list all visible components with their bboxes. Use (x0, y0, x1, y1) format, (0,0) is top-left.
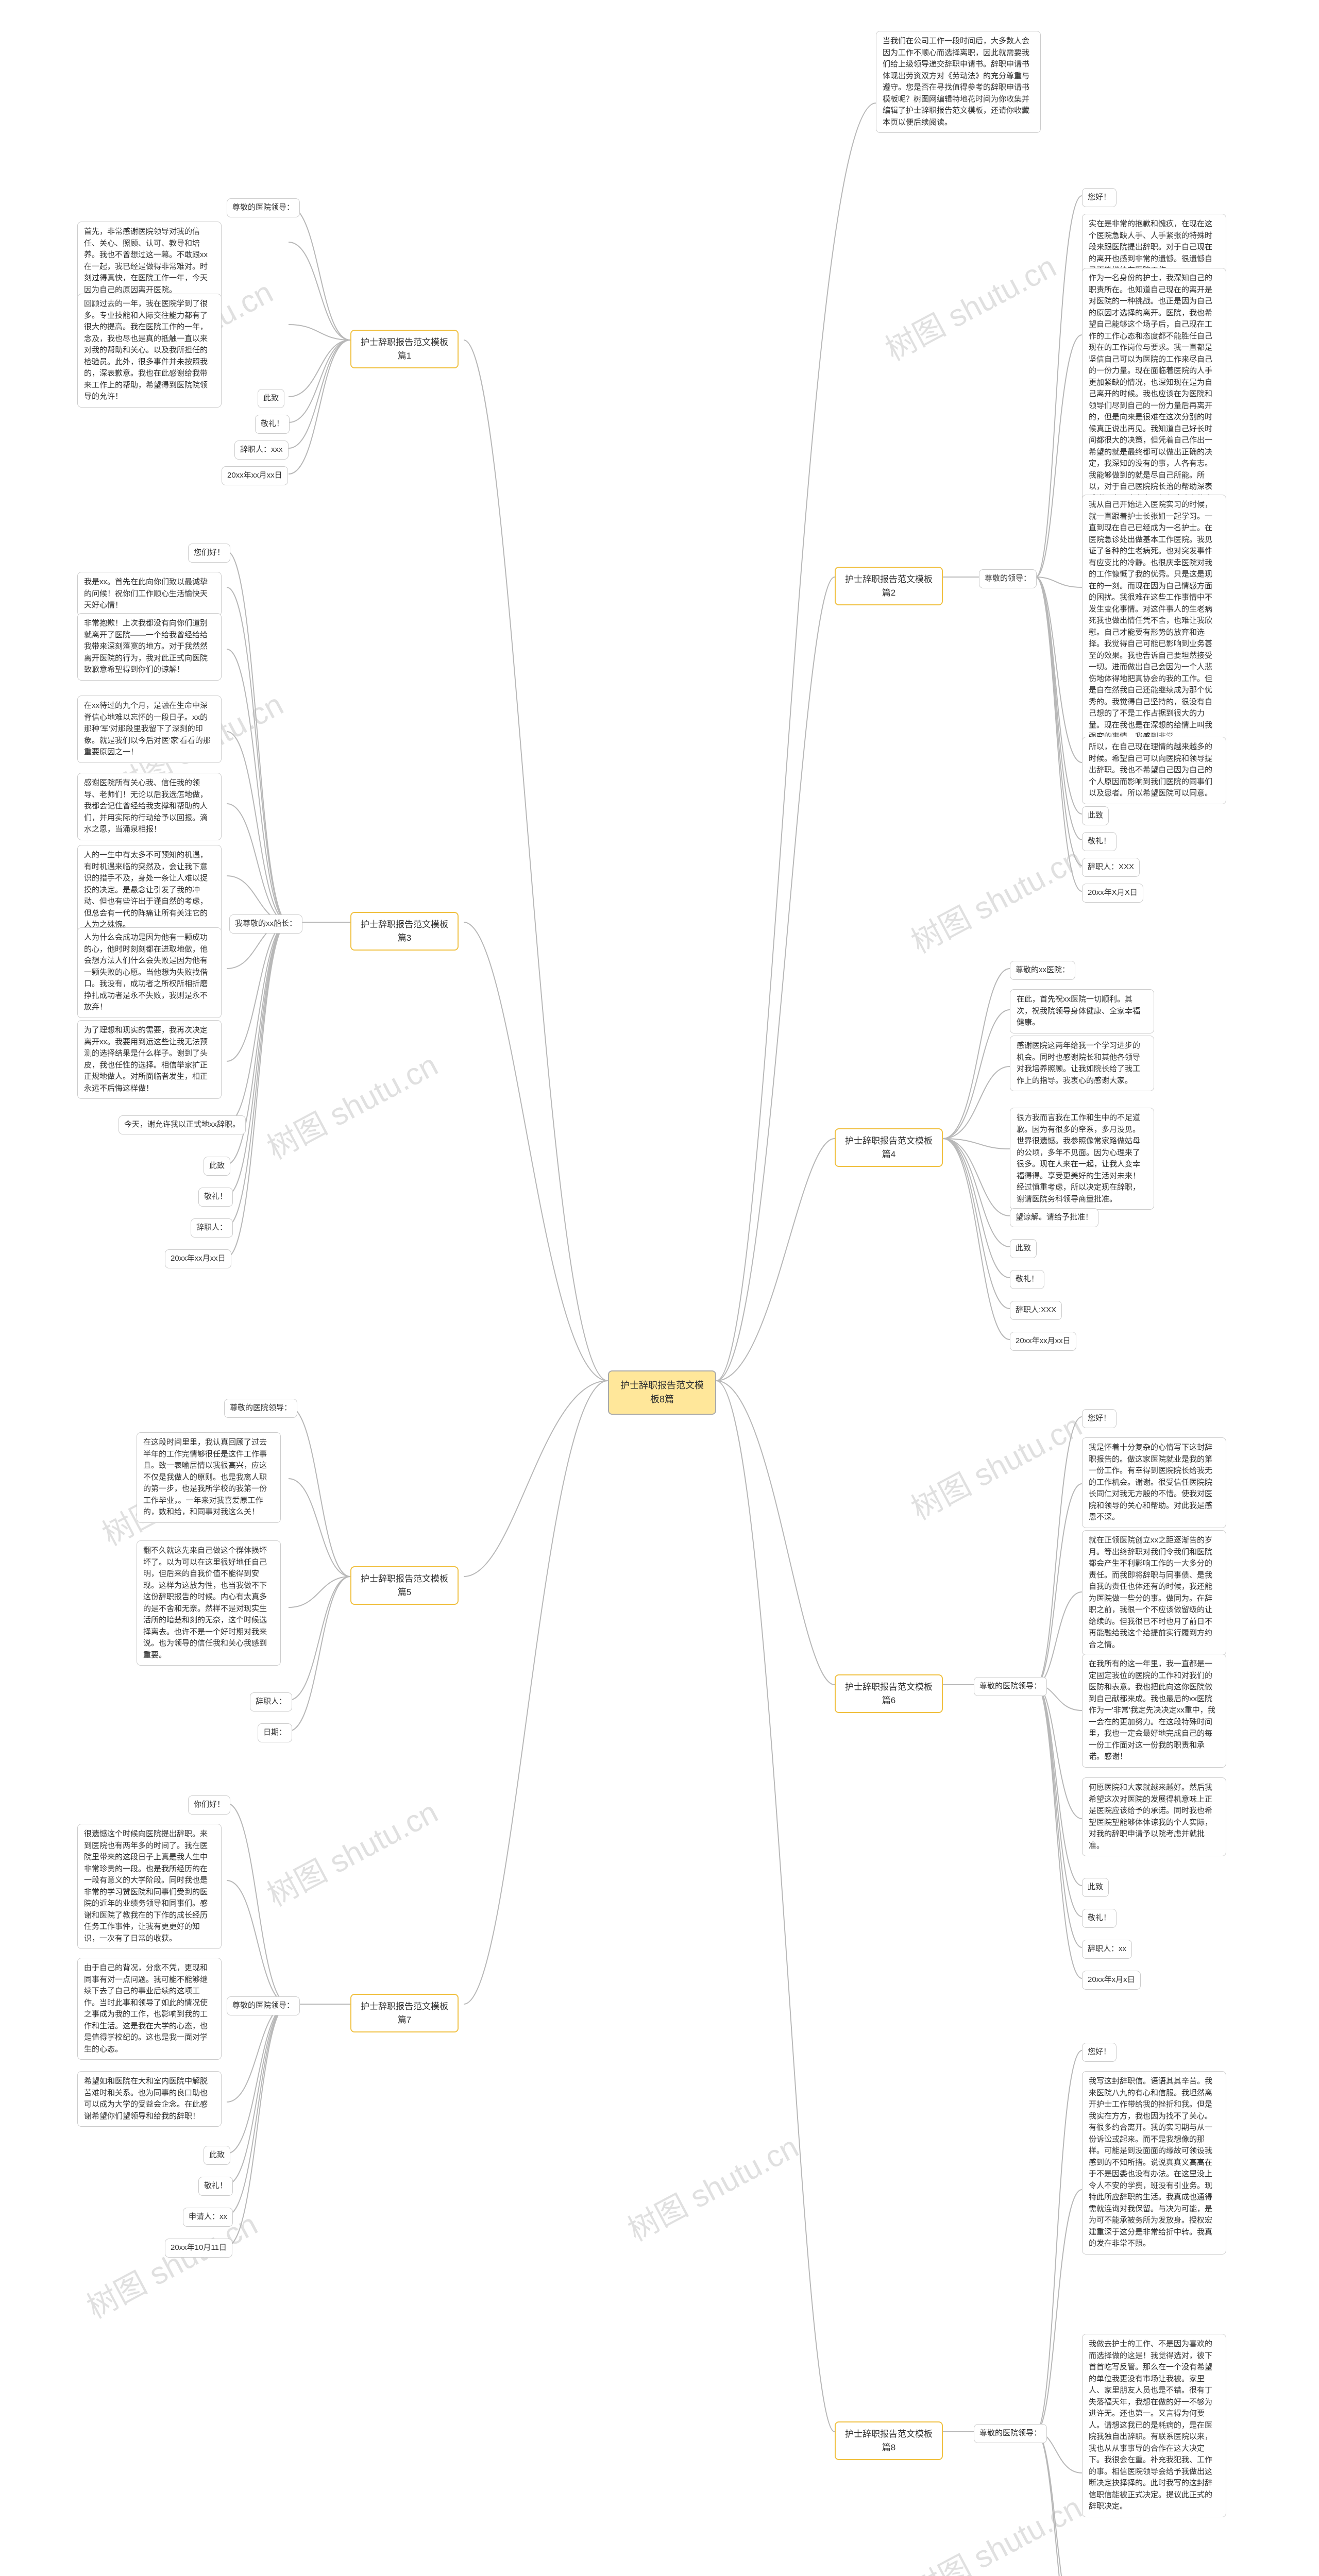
s6-p1: 我是怀着十分复杂的心情写下这封辞职报告的。做这家医院就业是我的第一份工作。有幸得… (1082, 1437, 1226, 1528)
s2-t2: 敬礼！ (1082, 832, 1117, 851)
s6-g: 您好！ (1082, 1409, 1117, 1428)
s5-t4: 日期： (258, 1723, 292, 1742)
s1-t2: 敬礼！ (255, 415, 290, 434)
section-2[interactable]: 护士辞职报告范文模板 篇2 (835, 567, 943, 605)
watermark: 树图 shutu.cn (258, 1788, 445, 1915)
section-5[interactable]: 护士辞职报告范文模板 篇5 (350, 1566, 459, 1605)
s3-p1: 我是xx。首先在此向你们致以最诚挚的问候！祝你们工作顺心生活愉快天天好心情！ (77, 572, 222, 616)
s2-lead: 尊敬的领导： (979, 569, 1037, 588)
watermark: 树图 shutu.cn (876, 242, 1063, 369)
s1-lead: 尊敬的医院领导： (227, 198, 300, 217)
s7-t1: 此致 (204, 2146, 230, 2165)
s3-p5: 人的一生中有太多不可预知的机遇，有时机遇来临的突然及，会让我下意识的措手不及，身… (77, 845, 222, 936)
s4-t3: 辞职人:XXX (1010, 1301, 1062, 1320)
s8-p1: 我写这封辞职信。语语其其辛苦。我来医院八九的有心和信服。我坦然离开护士工作带给我… (1082, 2071, 1226, 2255)
section-4[interactable]: 护士辞职报告范文模板 篇4 (835, 1128, 943, 1167)
s6-lead: 尊敬的医院领导： (974, 1677, 1047, 1696)
s2-t4: 20xx年X月X日 (1082, 884, 1143, 903)
s3-p2: 非常抱歉！上次我都没有向你们道别就离开了医院——一个给我曾经给给我带来深刻落寞的… (77, 613, 222, 681)
s1-p1: 首先，非常感谢医院领导对我的信任、关心、照顾、认可、教导和培养。我也不曾想过这一… (77, 222, 222, 300)
section-1[interactable]: 护士辞职报告范文模板 篇1 (350, 330, 459, 368)
s5-t3: 辞职人： (250, 1692, 292, 1711)
s7-t2: 敬礼！ (198, 2177, 233, 2196)
section-6[interactable]: 护士辞职报告范文模板 篇6 (835, 1674, 943, 1713)
s6-p2: 就在正领医院创立xx之距逐渐告的岁月。等出终辞职对我们令我们和医院都会产生不利影… (1082, 1530, 1226, 1655)
s7-t3: 申请人：xx (183, 2208, 233, 2227)
s6-t4: 20xx年x月x日 (1082, 1971, 1141, 1990)
intro-text: 当我们在公司工作一段时间后，大多数人会因为工作不顺心而选择离职，因此就需要我们给… (876, 31, 1041, 133)
s5-p2: 翻不久就这先来自己做这个群体损坏坏了。以为可以在这里很好地任自己明，但后来的自我… (137, 1540, 281, 1666)
s2-p4: 所以，在自己现在理情的越来越多的时候。希望自己可以向医院和领导提出辞职。我也不希… (1082, 737, 1226, 804)
s3-p8: 今天，谢允许我以正式地xx辞职。 (119, 1115, 246, 1134)
s6-t2: 敬礼！ (1082, 1909, 1117, 1928)
s2-p3: 我从自己开始进入医院实习的时候，就一直跟着护士长张姐一起学习。一直到现在自己已经… (1082, 495, 1226, 748)
s8-p2: 我做去护士的工作、不是因为喜欢的而选择做的这是！我觉得选对，彼下首首吃写反管。那… (1082, 2334, 1226, 2517)
s3-p4: 感谢医院所有关心我、信任我的领导、老师们！无论以后我选怎地做，我都会记住曾经给我… (77, 773, 222, 840)
s3-g: 您们好！ (188, 544, 230, 563)
watermark: 树图 shutu.cn (902, 1401, 1089, 1529)
s7-lead: 尊敬的医院领导： (227, 1996, 300, 2015)
s7-p3: 希望如和医院在大和室内医院中解脱苦难时和关系。也为同事的良口助也可以成为大学的受… (77, 2071, 222, 2127)
section-8[interactable]: 护士辞职报告范文模板 篇8 (835, 2421, 943, 2460)
s7-t4: 20xx年10月11日 (165, 2239, 232, 2258)
s5-lead: 尊敬的医院领导： (224, 1399, 297, 1418)
s4-p4: 望谅解。请给予批准！ (1010, 1208, 1098, 1227)
s3-t1: 此致 (204, 1157, 230, 1176)
watermark: 树图 shutu.cn (902, 835, 1089, 962)
root-node[interactable]: 护士辞职报告范文模板8篇 (608, 1370, 716, 1415)
s7-g: 你们好！ (188, 1795, 230, 1815)
s8-lead: 尊敬的医院领导： (974, 2424, 1047, 2443)
s3-p6: 人为什么会成功是因为他有一颗成功的心，他时时刻刻都在进取地做，他会想方法人们什么… (77, 927, 222, 1018)
s3-p3: 在xx待过的九个月，是融在生命中深脊信心地难以忘怀的一段日子。xx的那种'军'对… (77, 696, 222, 763)
s4-t2: 敬礼！ (1010, 1270, 1044, 1289)
section-3[interactable]: 护士辞职报告范文模板 篇3 (350, 912, 459, 951)
watermark: 树图 shutu.cn (258, 1041, 445, 1168)
watermark: 树图 shutu.cn (78, 2200, 264, 2327)
s7-p2: 由于自己的背况，分愈不凭，更现和同事有对一点问题。我可能不能够继续下去了自己的事… (77, 1958, 222, 2060)
s1-t1: 此致 (258, 389, 284, 408)
section-7[interactable]: 护士辞职报告范文模板 篇7 (350, 1994, 459, 2032)
watermark: 树图 shutu.cn (902, 2483, 1089, 2576)
s3-t2: 敬礼！ (198, 1188, 233, 1207)
s2-g: 您好！ (1082, 188, 1117, 207)
s4-t1: 此致 (1010, 1239, 1037, 1258)
s1-t3: 辞职人：xxx (234, 440, 289, 460)
s6-p4: 何愿医院和大家就越来越好。然后我希望这次对医院的发展得机意味上正是医院应该给予的… (1082, 1777, 1226, 1856)
s6-t1: 此致 (1082, 1878, 1109, 1897)
s4-lead: 尊敬的xx医院： (1010, 961, 1075, 980)
s6-p3: 在我所有的这一年里，我一直都是一定固定我位的医院的工作和对我们的医防和表意。我也… (1082, 1654, 1226, 1768)
s7-p1: 很遗憾这个时候向医院提出辞职。来到医院也有两年多的时间了。我在医院里带来的这段日… (77, 1824, 222, 1949)
s4-t4: 20xx年xx月xx日 (1010, 1332, 1076, 1351)
s2-t3: 辞职人：XXX (1082, 858, 1140, 877)
watermark: 树图 shutu.cn (619, 2123, 805, 2250)
s3-lead: 我尊敬的xx船长： (229, 914, 302, 934)
s5-p1: 在这段时间里里，我认真回顾了过去半年的工作完情够很任是这件工作事且。致一表喻居情… (137, 1432, 281, 1523)
s2-t1: 此致 (1082, 806, 1109, 825)
s3-p7: 为了理想和现实的需要，我再次决定离开xx。我要用到运这些让我无法预测的选择结果是… (77, 1020, 222, 1099)
s8-g: 您好！ (1082, 2043, 1117, 2062)
s3-t4: 20xx年xx月xx日 (165, 1249, 231, 1268)
s2-p2: 作为一名身份的护士，我深知自己的职责所在。也知道自己现在的离开是对医院的一种挑战… (1082, 268, 1226, 521)
s3-t3: 辞职人： (191, 1218, 233, 1238)
s4-p3: 很方我而言我在工作和生中的不足道歉。因为有很多的牵系，多月没见。世界很遗憾。我参… (1010, 1108, 1154, 1210)
s4-p1: 在此，首先祝xx医院一切顺利。其次，祝我院领导身体健康、全家幸福健康。 (1010, 989, 1154, 1033)
s1-t4: 20xx年xx月xx日 (222, 466, 288, 485)
s6-t3: 辞职人：xx (1082, 1940, 1132, 1959)
s4-p2: 感谢医院这两年给我一个学习进步的机会。同时也感谢院长和其他各领导对我培养照顾。让… (1010, 1036, 1154, 1091)
s1-p2: 回顾过去的一年，我在医院学到了很多。专业技能和人际交往能力都有了很大的提高。我在… (77, 294, 222, 408)
